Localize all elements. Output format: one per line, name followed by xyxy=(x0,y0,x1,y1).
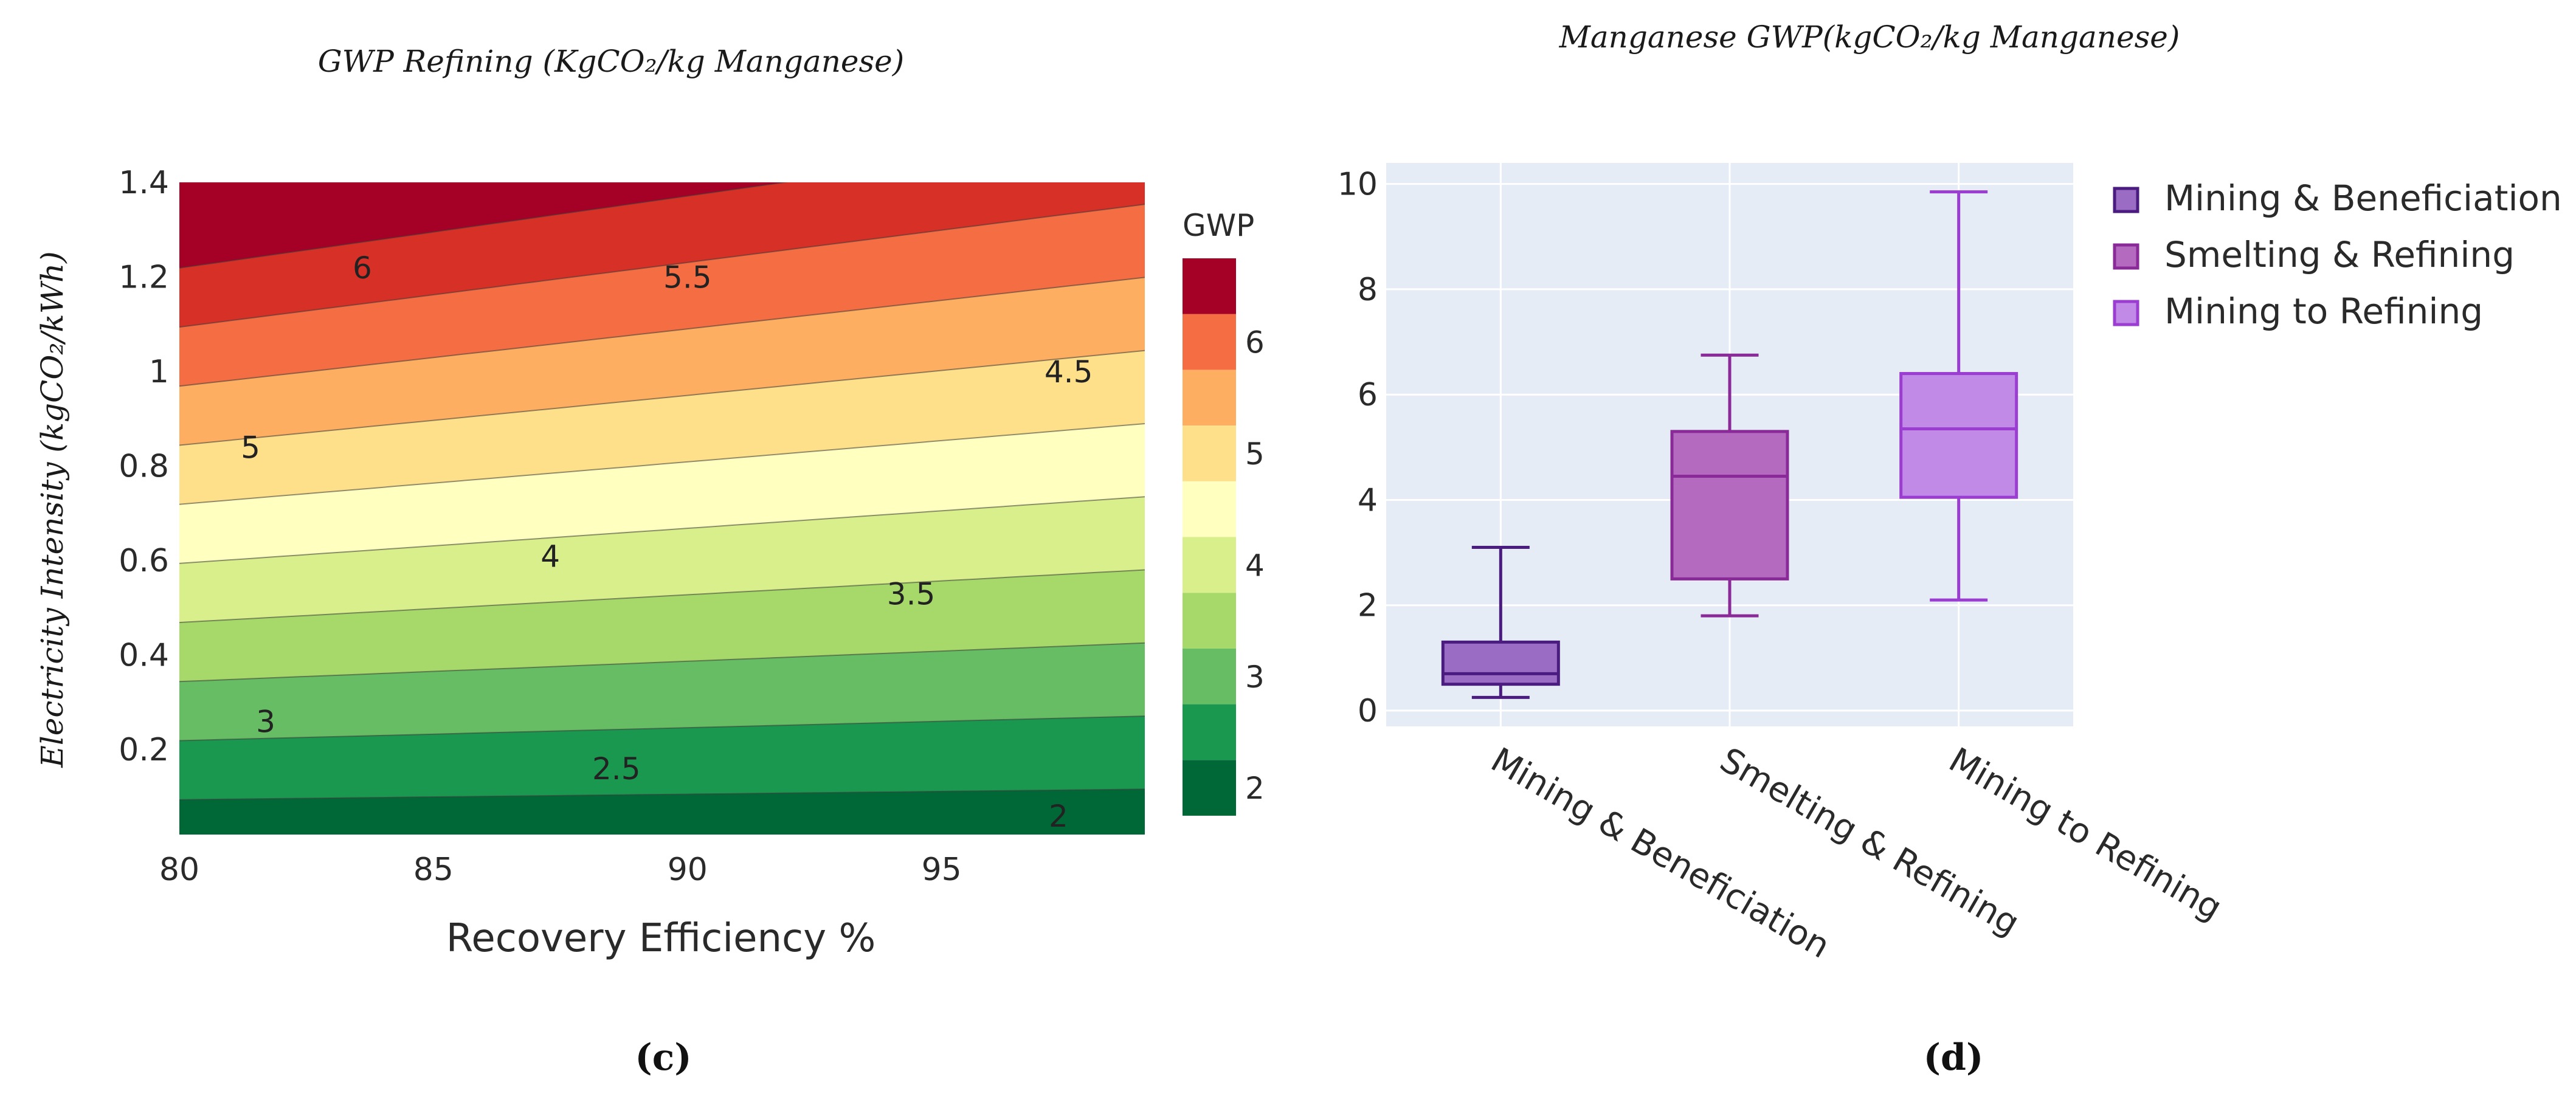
contour-y-tick-label: 0.4 xyxy=(119,638,169,674)
box-title: Manganese GWP(kgCO₂/kg Manganese) xyxy=(1559,19,2180,55)
panel-label-c: (c) xyxy=(635,1036,691,1079)
colorbar-band xyxy=(1183,760,1236,816)
contour-line-2 xyxy=(179,788,1145,801)
panel-label-d: (d) xyxy=(1924,1036,1984,1079)
contour-level-label: 5.5 xyxy=(663,260,712,295)
contour-y-ticks: 0.2 0.4 0.6 0.8 1 1.2 1.4 xyxy=(119,165,169,768)
contour-line-3 xyxy=(179,642,1145,683)
colorbar xyxy=(1183,258,1236,816)
box-y-tick-label: 10 xyxy=(1338,167,1378,203)
box-3 xyxy=(1899,190,2018,602)
box-iqr xyxy=(1899,372,2018,499)
legend-swatch xyxy=(2113,187,2139,213)
colorbar-band xyxy=(1183,648,1236,704)
contour-y-tick-label: 0.2 xyxy=(119,732,169,768)
legend-label: Mining to Refining xyxy=(2164,291,2483,332)
contour-title: GWP Refining (KgCO₂/kg Manganese) xyxy=(318,44,905,79)
contour-level-label: 6 xyxy=(353,250,372,286)
legend-label: Smelting & Refining xyxy=(2164,234,2515,275)
contour-y-axis-label: Electricity Intensity (kgCO₂/kWh) xyxy=(35,251,70,768)
colorbar-tick-label: 2 xyxy=(1245,771,1265,806)
colorbar-title: GWP xyxy=(1183,208,1254,243)
contour-lines xyxy=(179,182,1145,801)
contour-x-tick-label: 95 xyxy=(922,852,962,888)
box-1 xyxy=(1441,545,1560,699)
legend-label: Mining & Beneficiation xyxy=(2164,177,2562,219)
colorbar-band xyxy=(1183,593,1236,649)
box-series xyxy=(1441,190,2018,699)
contour-x-ticks: 80 85 90 95 xyxy=(159,852,962,888)
box-2 xyxy=(1670,353,1789,618)
contour-level-label: 2.5 xyxy=(592,751,641,787)
colorbar-band xyxy=(1183,258,1236,314)
colorbar-tick-label: 4 xyxy=(1245,548,1265,583)
box-y-ticks: 0 2 4 6 8 10 xyxy=(1338,167,1378,729)
colorbar-tick-label: 5 xyxy=(1245,436,1265,472)
contour-y-tick-label: 0.8 xyxy=(119,449,169,485)
colorbar-band xyxy=(1183,425,1236,481)
box-y-tick-label: 8 xyxy=(1358,272,1378,308)
colorbar-tick-label: 6 xyxy=(1245,325,1265,360)
colorbar-band xyxy=(1183,481,1236,537)
contour-line-4 xyxy=(179,496,1145,564)
box-y-tick-label: 2 xyxy=(1358,588,1378,624)
contour-level-label: 4.5 xyxy=(1045,354,1093,390)
colorbar-ticks: 2 3 4 5 6 xyxy=(1245,325,1265,807)
box-chart: Manganese GWP(kgCO₂/kg Manganese) 0 2 4 6 8 1… xyxy=(1338,19,2562,966)
contour-line-3.5 xyxy=(179,569,1145,624)
contour-y-tick-label: 1.4 xyxy=(119,165,169,201)
box-y-tick-label: 6 xyxy=(1358,377,1378,413)
contour-bands xyxy=(179,182,1145,835)
contour-line-6.5 xyxy=(179,182,789,269)
box-iqr xyxy=(1441,640,1560,686)
contour-x-axis-label: Recovery Efficiency % xyxy=(446,916,876,961)
box-iqr xyxy=(1670,430,1789,580)
colorbar-band xyxy=(1183,704,1236,760)
contour-level-label: 4 xyxy=(540,539,560,574)
contour-level-labels: 2 2.5 3 3.5 4 4.5 5 5.5 6 xyxy=(241,250,1093,834)
contour-x-tick-label: 90 xyxy=(668,852,708,888)
box-y-tick-label: 4 xyxy=(1358,482,1378,518)
contour-y-tick-label: 1.2 xyxy=(119,260,169,296)
contour-y-tick-label: 0.6 xyxy=(119,543,169,579)
contour-level-label: 3 xyxy=(256,704,275,739)
colorbar-band xyxy=(1183,537,1236,593)
contour-x-tick-label: 80 xyxy=(159,852,199,888)
colorbar-tick-label: 3 xyxy=(1245,659,1265,695)
contour-chart: GWP Refining (KgCO₂/kg Manganese) 2 2.5 3 3… xyxy=(35,44,1265,961)
colorbar-band xyxy=(1183,314,1236,370)
contour-line-6 xyxy=(179,204,1145,328)
legend: Mining & Beneficiation Smelting & Refinin… xyxy=(2113,177,2562,332)
contour-y-tick-label: 1 xyxy=(149,354,169,390)
contour-level-label: 3.5 xyxy=(887,576,936,611)
contour-line-2.5 xyxy=(179,715,1145,742)
contour-line-5 xyxy=(179,350,1145,446)
legend-swatch xyxy=(2113,300,2139,326)
colorbar-band xyxy=(1183,370,1236,426)
legend-swatch xyxy=(2113,243,2139,270)
contour-level-label: 2 xyxy=(1049,799,1068,834)
contour-line-5.5 xyxy=(179,277,1145,387)
contour-level-label: 5 xyxy=(241,430,260,465)
contour-x-tick-label: 85 xyxy=(413,852,454,888)
box-y-tick-label: 0 xyxy=(1358,693,1378,729)
contour-line-4.5 xyxy=(179,423,1145,505)
